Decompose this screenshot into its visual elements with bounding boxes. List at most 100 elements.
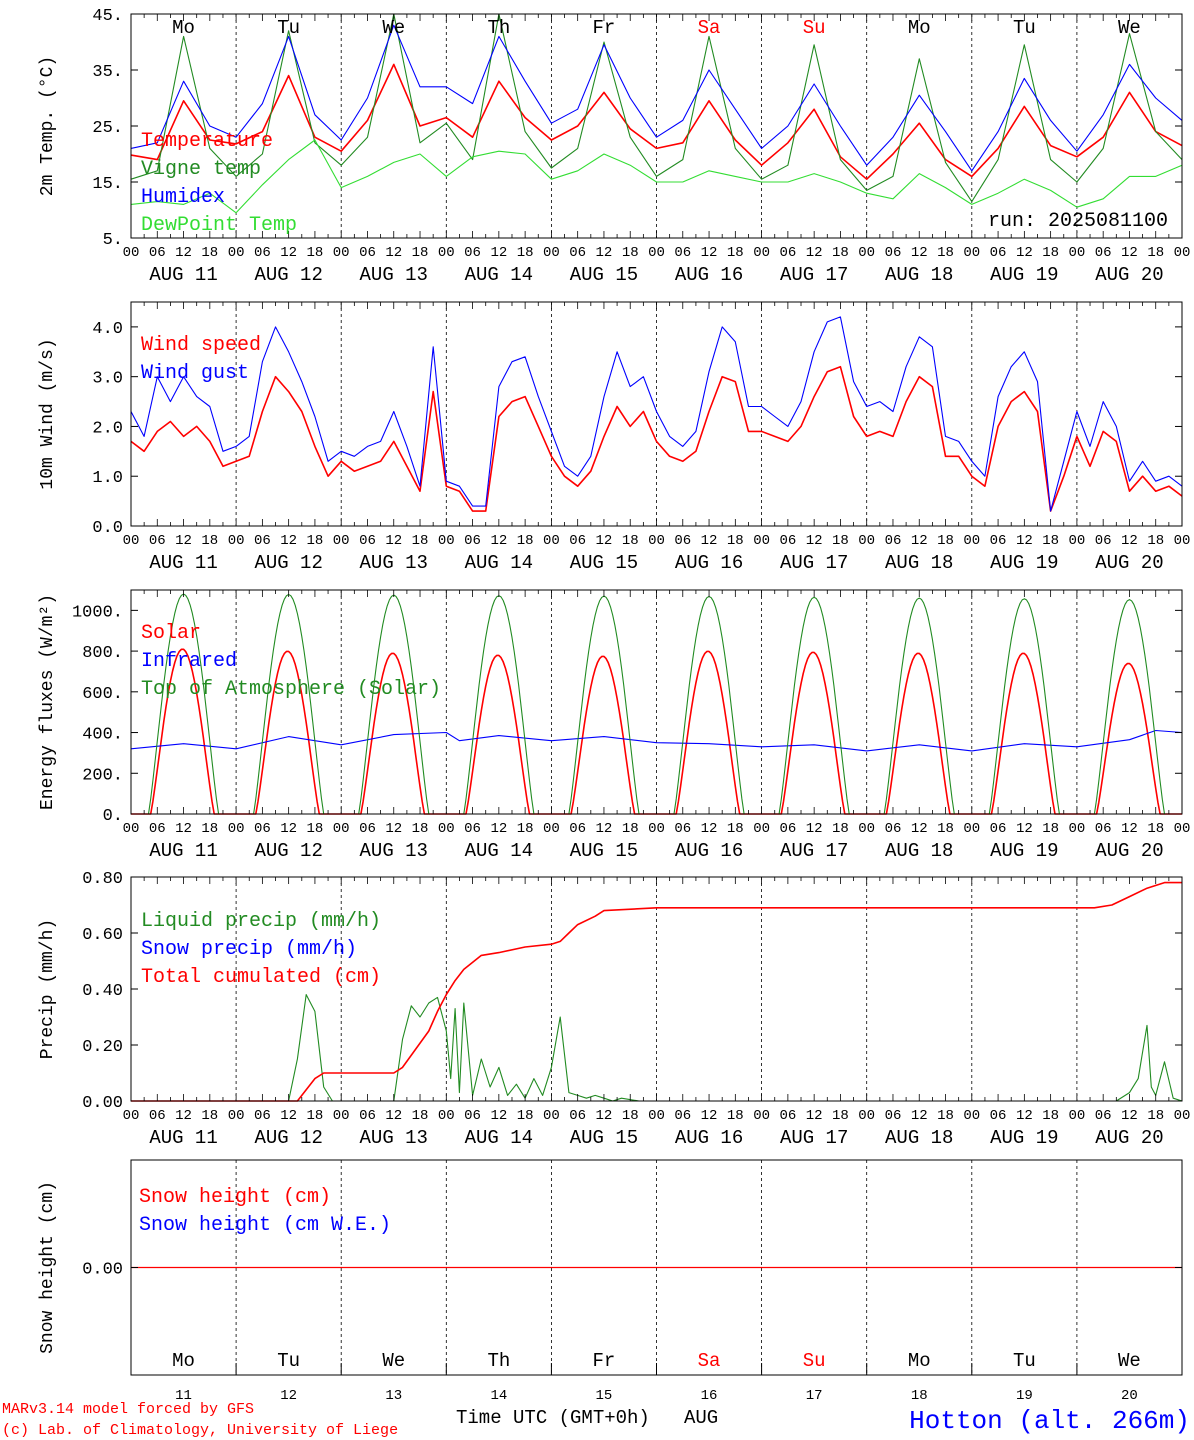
axes-layer bbox=[130, 13, 1183, 1376]
labels-layer: 5. 15. 25. 35. 45. 2m Temp. (°C) Temperature Vi… bbox=[38, 7, 1190, 1404]
x-date-label: AUG 18 bbox=[885, 840, 953, 862]
x-hour-label: 12 bbox=[385, 821, 402, 837]
x-hour-label: 18 bbox=[1147, 821, 1164, 837]
legend-entry: Liquid precip (mm/h) bbox=[141, 910, 381, 933]
x-hour-label: 00 bbox=[858, 821, 875, 837]
x-hour-label: 18 bbox=[727, 821, 744, 837]
x-hour-label: 00 bbox=[753, 245, 770, 261]
weekday-label: We bbox=[1118, 17, 1141, 39]
x-hour-label: 12 bbox=[490, 1108, 507, 1124]
x-hour-label: 18 bbox=[307, 245, 324, 261]
x-hour-label: 06 bbox=[149, 245, 166, 261]
x-date-label: AUG 20 bbox=[1095, 840, 1163, 862]
x-hour-label: 06 bbox=[464, 821, 481, 837]
x-hour-label: 12 bbox=[175, 245, 192, 261]
day-number-label: 17 bbox=[806, 1388, 823, 1404]
series-line bbox=[130, 316, 1183, 512]
x-hour-label: 00 bbox=[543, 245, 560, 261]
day-number-label: 19 bbox=[1016, 1388, 1033, 1404]
x-hour-label: 12 bbox=[280, 821, 297, 837]
legend-entry: Top of Atmosphere (Solar) bbox=[141, 678, 441, 701]
x-date-label: AUG 18 bbox=[885, 552, 953, 574]
x-date-label: AUG 13 bbox=[360, 552, 428, 574]
x-hour-label: 12 bbox=[175, 821, 192, 837]
x-hour-label: 12 bbox=[175, 533, 192, 549]
legend-entry: Wind speed bbox=[141, 334, 261, 357]
x-hour-label: 06 bbox=[674, 533, 691, 549]
x-hour-label: 18 bbox=[622, 533, 639, 549]
series-line bbox=[130, 24, 1183, 172]
y-tick-label: 200. bbox=[82, 766, 123, 785]
x-hour-label: 00 bbox=[228, 533, 245, 549]
x-hour-label: 00 bbox=[1068, 1108, 1085, 1124]
x-date-label: AUG 18 bbox=[885, 264, 953, 286]
x-date-label: AUG 15 bbox=[570, 552, 638, 574]
x-hour-label: 12 bbox=[911, 533, 928, 549]
series-line bbox=[130, 729, 1183, 752]
x-hour-label: 12 bbox=[280, 245, 297, 261]
x-hour-label: 12 bbox=[701, 245, 718, 261]
x-hour-label: 00 bbox=[648, 533, 665, 549]
weekday-label: Sa bbox=[698, 17, 721, 39]
x-hour-label: 18 bbox=[622, 1108, 639, 1124]
x-hour-label: 18 bbox=[622, 821, 639, 837]
day-number-label: 11 bbox=[175, 1388, 192, 1404]
x-hour-label: 00 bbox=[123, 1108, 140, 1124]
legend-entry: Wind gust bbox=[141, 362, 249, 385]
x-hour-label: 00 bbox=[648, 1108, 665, 1124]
y-axis-label: Precip (mm/h) bbox=[38, 919, 58, 1059]
y-tick-label: 5. bbox=[103, 231, 123, 250]
x-date-label: AUG 12 bbox=[254, 1127, 322, 1149]
x-hour-label: 18 bbox=[1147, 533, 1164, 549]
x-hour-label: 06 bbox=[254, 533, 271, 549]
y-tick-label: 1.0 bbox=[92, 469, 123, 488]
y-tick-label: 3.0 bbox=[92, 370, 123, 389]
day-number-label: 16 bbox=[701, 1388, 718, 1404]
x-hour-label: 00 bbox=[648, 821, 665, 837]
weekday-label: Mo bbox=[908, 1350, 931, 1372]
x-hour-label: 06 bbox=[990, 533, 1007, 549]
y-tick-label: 35. bbox=[92, 63, 123, 82]
credit-line-2: (c) Lab. of Climatology, University of L… bbox=[2, 1422, 398, 1439]
x-hour-label: 18 bbox=[412, 821, 429, 837]
x-hour-label: 18 bbox=[201, 245, 218, 261]
x-hour-label: 00 bbox=[228, 245, 245, 261]
x-hour-label: 00 bbox=[1068, 821, 1085, 837]
legend-entry: DewPoint Temp bbox=[141, 214, 297, 237]
x-hour-label: 00 bbox=[648, 245, 665, 261]
x-hour-label: 00 bbox=[753, 821, 770, 837]
x-hour-label: 00 bbox=[333, 1108, 350, 1124]
x-hour-label: 06 bbox=[359, 533, 376, 549]
x-date-label: AUG 14 bbox=[465, 1127, 533, 1149]
x-date-label: AUG 11 bbox=[149, 840, 217, 862]
x-hour-label: 12 bbox=[490, 821, 507, 837]
x-hour-label: 12 bbox=[806, 1108, 823, 1124]
y-tick-label: 45. bbox=[92, 7, 123, 26]
x-hour-label: 06 bbox=[1095, 533, 1112, 549]
x-hour-label: 12 bbox=[701, 533, 718, 549]
x-hour-label: 18 bbox=[412, 1108, 429, 1124]
y-tick-label: 15. bbox=[92, 175, 123, 194]
x-date-label: AUG 17 bbox=[780, 264, 848, 286]
x-hour-label: 06 bbox=[569, 1108, 586, 1124]
x-hour-label: 06 bbox=[149, 821, 166, 837]
x-hour-label: 12 bbox=[1121, 533, 1138, 549]
credit-line-1: MARv3.14 model forced by GFS bbox=[2, 1401, 254, 1418]
x-hour-label: 06 bbox=[779, 245, 796, 261]
x-hour-label: 12 bbox=[1121, 821, 1138, 837]
x-hour-label: 06 bbox=[464, 245, 481, 261]
legend-entry: Temperature bbox=[141, 130, 273, 153]
x-date-label: AUG 12 bbox=[254, 552, 322, 574]
x-hour-label: 18 bbox=[727, 245, 744, 261]
x-hour-label: 18 bbox=[517, 533, 534, 549]
x-hour-label: 12 bbox=[280, 533, 297, 549]
x-date-label: AUG 20 bbox=[1095, 552, 1163, 574]
day-number-label: 12 bbox=[280, 1388, 297, 1404]
x-date-label: AUG 11 bbox=[149, 552, 217, 574]
x-hour-label: 12 bbox=[385, 245, 402, 261]
x-hour-label: 12 bbox=[490, 245, 507, 261]
x-hour-label: 00 bbox=[438, 1108, 455, 1124]
weekday-label: Mo bbox=[908, 17, 931, 39]
x-hour-label: 12 bbox=[1121, 245, 1138, 261]
x-hour-label: 00 bbox=[1068, 245, 1085, 261]
